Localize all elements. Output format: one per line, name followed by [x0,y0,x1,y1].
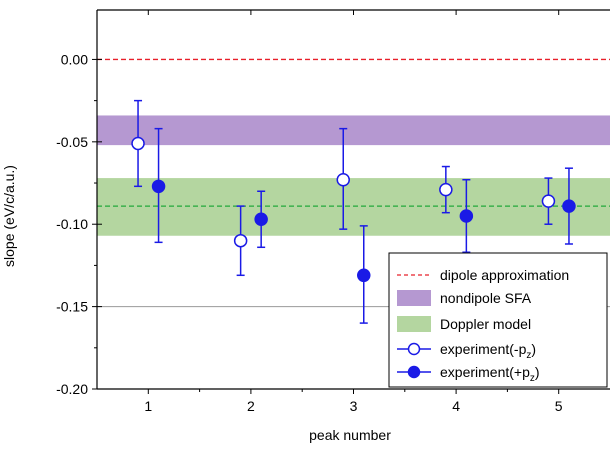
point-plus-pz [254,212,268,227]
y-tick-label: -0.20 [56,381,88,397]
point-plus-pz [357,268,371,283]
band-nondipole-sfa [97,115,610,146]
point-plus-pz [562,199,576,213]
legend-plus-label-sub: z [530,373,535,384]
legend-filled-circle-icon [407,365,421,379]
x-axis-label: peak number [309,427,391,443]
legend-doppler-swatch [397,316,431,332]
y-axis-label: slope (eV/c/a.u.) [1,165,17,267]
legend-plus-label: experiment(+pz) [440,364,540,384]
legend-minus-label: experiment(-pz) [440,341,536,361]
x-tick-label: 4 [452,398,460,414]
band-doppler-model [97,178,610,236]
legend-plus-label-end: ) [535,364,540,380]
legend-plus-label-main: experiment(+p [440,364,530,380]
point-minus-pz [336,172,350,187]
x-tick-label: 5 [555,398,563,414]
legend-minus-label-main: experiment(-p [440,341,527,357]
legend-dipole-label: dipole approximation [440,267,569,283]
ticks-layer: 0.00 -0.05 -0.10 -0.15 -0.20 1 2 3 4 5 [56,10,563,414]
points-layer [131,99,576,324]
point-minus-pz [233,233,248,248]
legend-open-circle-icon [407,342,421,356]
y-tick-label: -0.05 [56,134,88,150]
y-tick-label: 0.00 [61,51,88,67]
y-tick-label: -0.10 [56,216,88,232]
legend-minus-label-sub: z [526,350,531,361]
legend-minus-label-end: ) [531,341,536,357]
x-tick-label: 2 [247,398,255,414]
point-minus-pz [439,182,453,197]
x-tick-label: 1 [144,398,152,414]
bands-layer [97,115,610,236]
point-minus-pz [541,194,556,208]
point-plus-pz [151,179,166,194]
legend-doppler-label: Doppler model [440,316,531,332]
point-minus-pz [131,136,145,151]
legend-sfa-label: nondipole SFA [440,290,532,306]
legend: dipole approximation nondipole SFA Doppl… [388,252,608,388]
legend-sfa-swatch [397,290,431,306]
y-tick-label: -0.15 [56,299,88,315]
x-tick-label: 3 [350,398,358,414]
point-plus-pz [459,209,474,223]
